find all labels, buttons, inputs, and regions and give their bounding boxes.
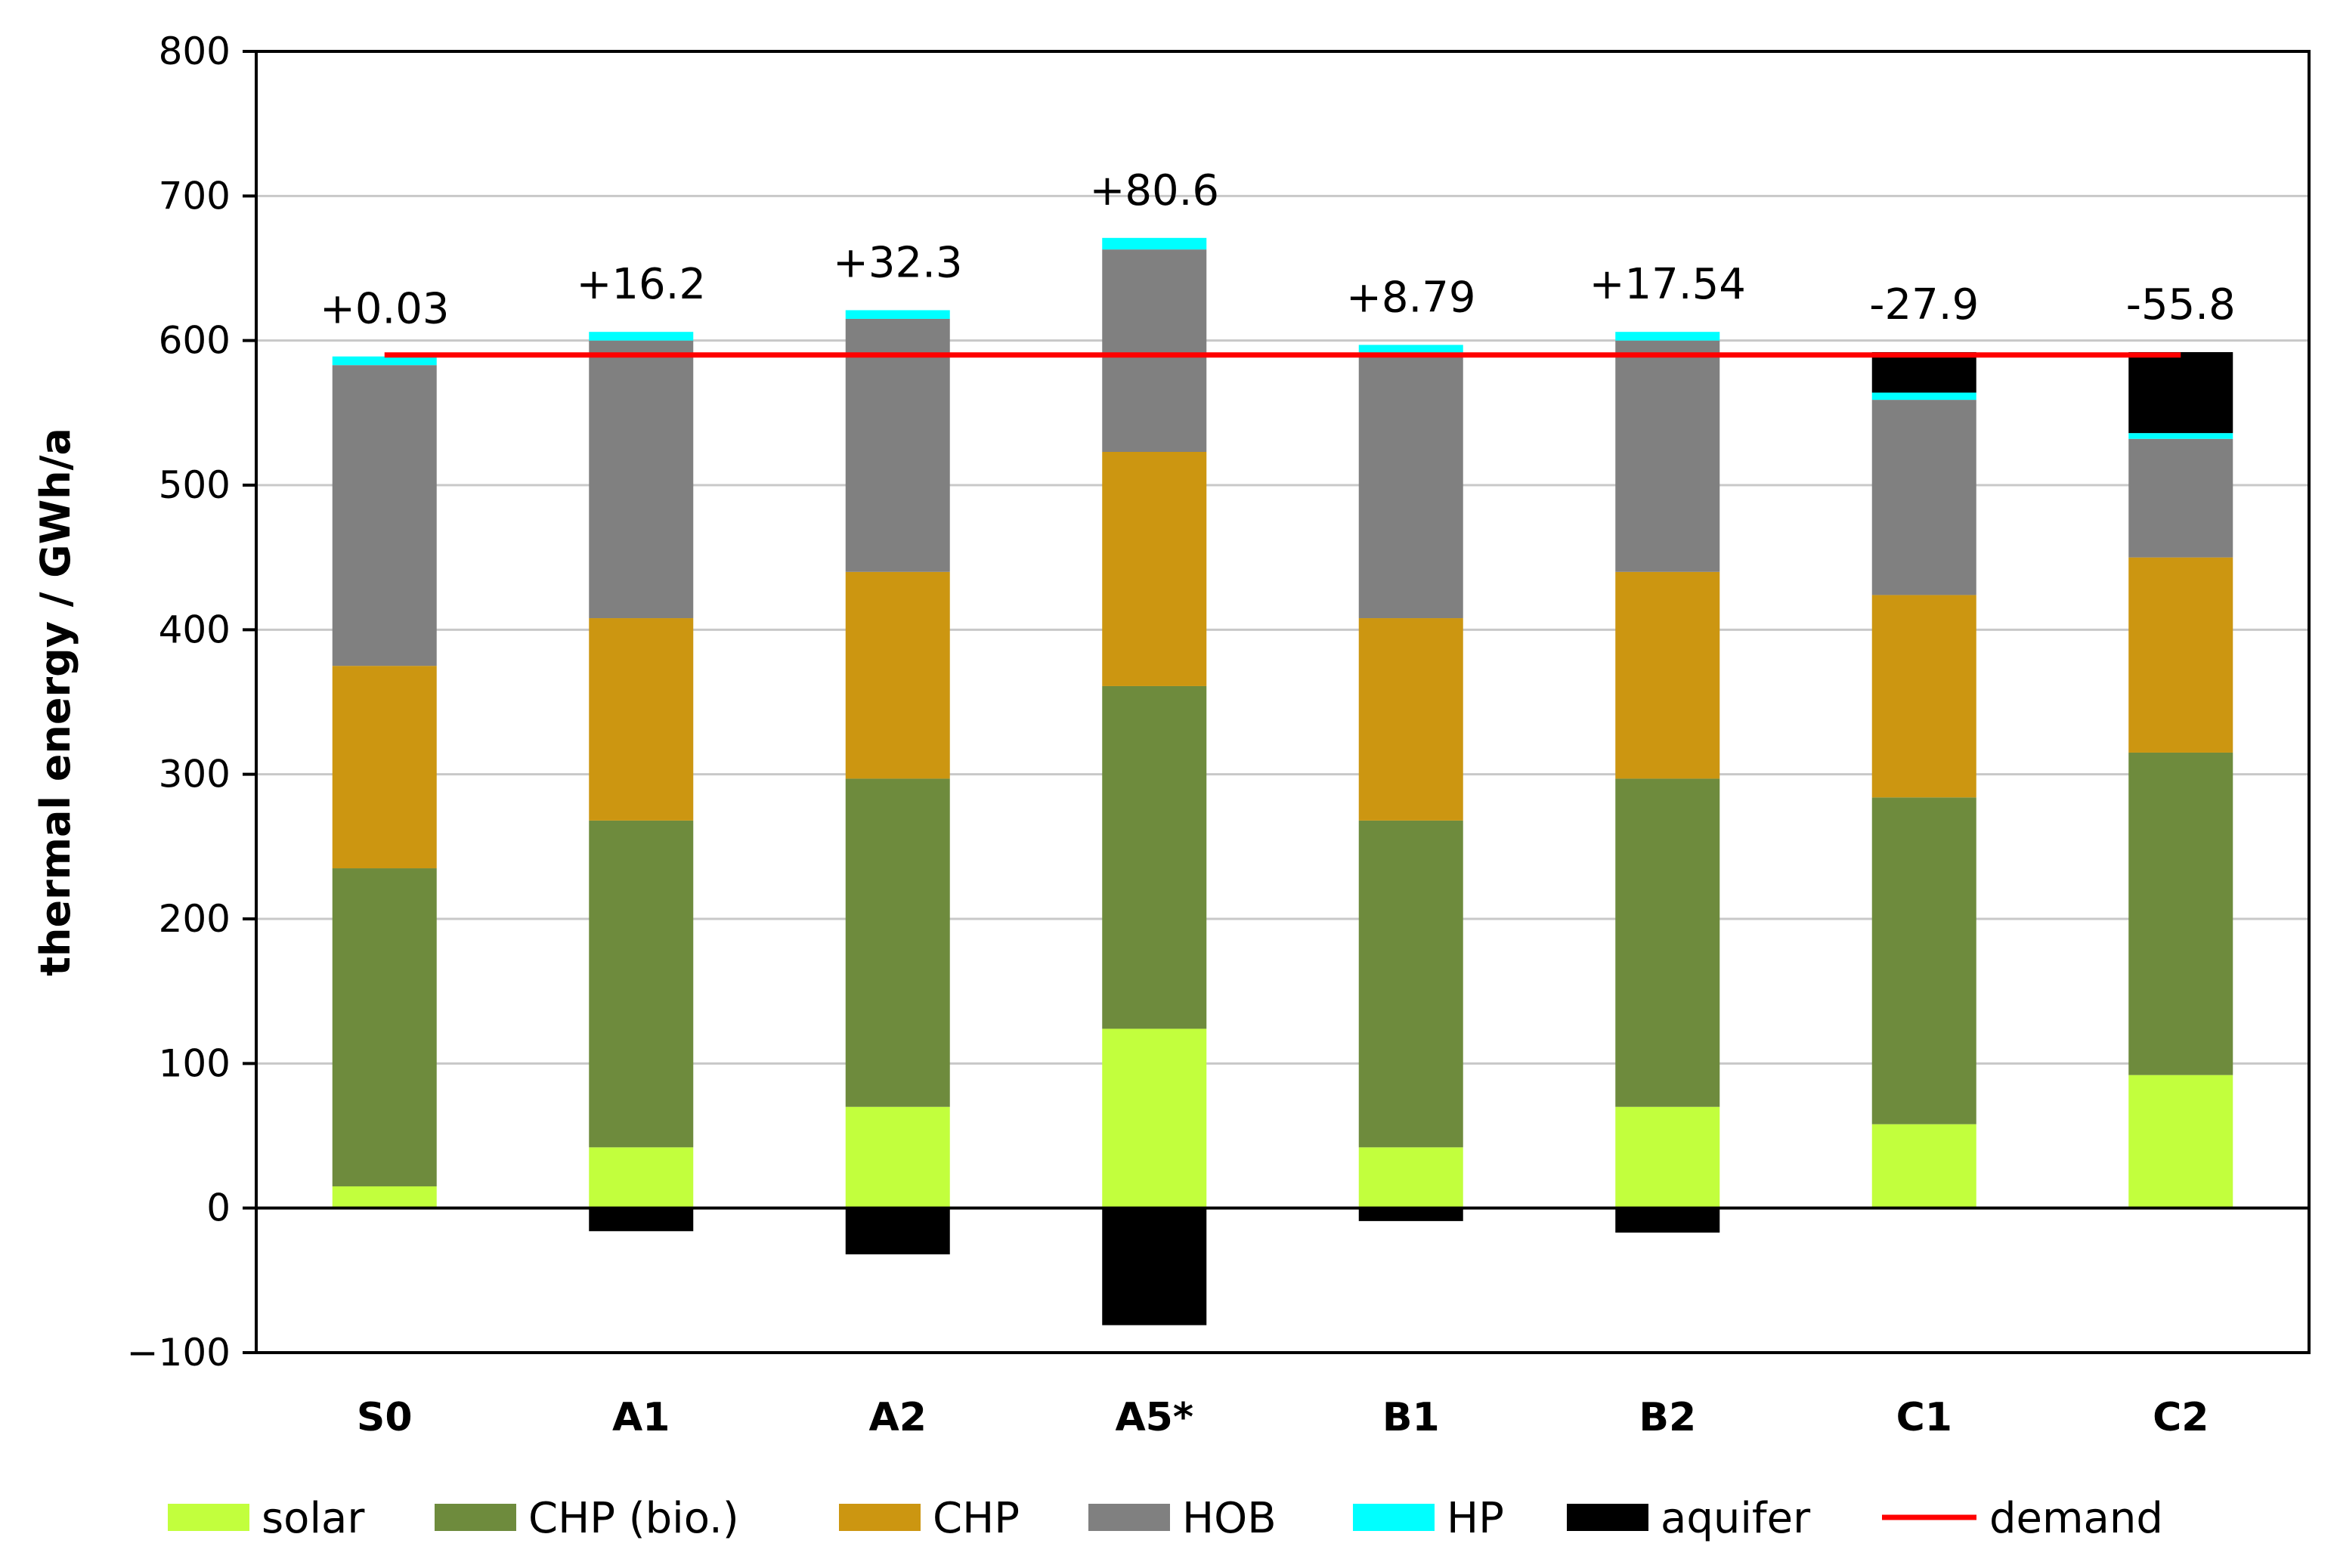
legend-label-aquifer: aquifer — [1661, 1494, 1811, 1543]
bar-segment-solar-a5star — [1102, 1028, 1207, 1208]
bar-segment-chp-c2 — [2128, 557, 2233, 753]
annotation-label: +0.03 — [320, 285, 450, 334]
bar-segment-chp-bio-a2 — [845, 778, 950, 1107]
annotation-label: +80.6 — [1089, 166, 1219, 215]
bar-segment-hp-a5star — [1102, 237, 1207, 250]
bar-segment-aquifer-a1 — [589, 1208, 694, 1232]
bar-segment-chp-a2 — [845, 571, 950, 779]
annotation-label: -27.9 — [1869, 280, 1979, 329]
bar-segment-hob-c2 — [2128, 438, 2233, 558]
legend-label-solar: solar — [262, 1494, 365, 1543]
x-category-label: A5* — [1115, 1395, 1193, 1440]
bar-segment-chp-s0 — [332, 666, 437, 869]
bar-segment-chp-bio-a5star — [1102, 685, 1207, 1029]
y-tick-label: 300 — [159, 753, 231, 796]
bar-segment-aquifer-b2 — [1615, 1208, 1720, 1233]
bar-segment-hob-c1 — [1871, 400, 1976, 595]
bar-segment-hp-b2 — [1615, 332, 1720, 341]
bar-segment-aquifer-b1 — [1358, 1208, 1463, 1221]
bar-segment-hp-c1 — [1871, 392, 1976, 401]
bar-segment-chp-b2 — [1615, 571, 1720, 779]
bar-segment-hp-c2 — [2128, 433, 2233, 439]
legend: solar CHP (bio.) CHP HOB HP aquifer demand — [168, 1494, 2163, 1543]
bar-segment-hp-b1 — [1358, 345, 1463, 354]
bar-segment-solar-b2 — [1615, 1106, 1720, 1208]
bar-annotations: +0.03 +16.2 +32.3 +80.6 +8.79 +17.54 -27.9 -55.… — [320, 166, 2236, 334]
legend-label-demand: demand — [1989, 1494, 2163, 1543]
x-axis-labels: S0 A1 A2 A5* B1 B2 C1 C2 — [357, 1395, 2209, 1440]
bar-segment-solar-c1 — [1871, 1124, 1976, 1208]
y-tick-label: 600 — [159, 319, 231, 363]
bar-segment-hob-b2 — [1615, 340, 1720, 572]
bar-segment-solar-s0 — [332, 1186, 437, 1208]
bar-segment-aquifer-c1 — [1871, 351, 1976, 393]
bar-segment-chp-bio-b1 — [1358, 820, 1463, 1148]
bar-segment-chp-bio-c1 — [1871, 797, 1976, 1124]
bar-segment-chp-b1 — [1358, 618, 1463, 821]
legend-swatch-aquifer — [1567, 1504, 1648, 1531]
bar-segment-solar-a1 — [589, 1147, 694, 1208]
bar-segment-solar-c2 — [2128, 1075, 2233, 1208]
annotation-label: +16.2 — [576, 260, 706, 309]
bar-segment-solar-b1 — [1358, 1147, 1463, 1208]
legend-label-chp-bio: CHP (bio.) — [528, 1494, 739, 1543]
bar-segment-chp-bio-b2 — [1615, 778, 1720, 1107]
y-tick-label: 100 — [159, 1041, 231, 1085]
annotation-label: -55.8 — [2126, 280, 2236, 329]
y-axis-ticks: −100 0 100 200 300 400 500 600 700 800 — [127, 29, 256, 1375]
bar-segment-hob-a2 — [845, 318, 950, 572]
y-tick-label: 400 — [159, 608, 231, 651]
bar-segment-chp-bio-a1 — [589, 820, 694, 1148]
x-category-label: A1 — [612, 1395, 670, 1440]
x-category-label: B1 — [1382, 1395, 1440, 1440]
annotation-label: +8.79 — [1346, 273, 1476, 322]
legend-swatch-hob — [1088, 1504, 1170, 1531]
bar-segment-hp-a2 — [845, 310, 950, 319]
bar-segment-chp-bio-s0 — [332, 868, 437, 1186]
legend-swatch-chp — [839, 1504, 921, 1531]
bar-segment-chp-c1 — [1871, 595, 1976, 798]
bar-segment-chp-a1 — [589, 618, 694, 821]
x-category-label: B2 — [1639, 1395, 1696, 1440]
x-category-label: C1 — [1896, 1395, 1952, 1440]
bar-segment-solar-a2 — [845, 1106, 950, 1208]
plot-frame — [255, 50, 2311, 1354]
annotation-label: +32.3 — [833, 238, 963, 287]
bar-segment-chp-a5star — [1102, 451, 1207, 686]
y-tick-label: 0 — [206, 1186, 231, 1230]
bar-segment-aquifer-c2 — [2128, 351, 2233, 434]
legend-label-hp: HP — [1447, 1494, 1504, 1543]
bar-segment-aquifer-a5star — [1102, 1208, 1207, 1325]
bar-segment-hp-s0 — [332, 356, 437, 366]
x-category-label: C2 — [2153, 1395, 2209, 1440]
legend-label-hob: HOB — [1182, 1494, 1277, 1543]
bar-segment-hob-a5star — [1102, 249, 1207, 452]
y-tick-label: 200 — [159, 897, 231, 941]
y-tick-label: 500 — [159, 463, 231, 507]
legend-swatch-hp — [1353, 1504, 1435, 1531]
bars — [332, 237, 2233, 1325]
bar-segment-aquifer-a2 — [845, 1208, 950, 1254]
x-category-label: S0 — [357, 1395, 413, 1440]
bar-segment-chp-bio-c2 — [2128, 752, 2233, 1075]
bar-segment-hob-b1 — [1358, 353, 1463, 619]
x-category-label: A2 — [869, 1395, 927, 1440]
legend-label-chp: CHP — [933, 1494, 1020, 1543]
bar-segment-hp-a1 — [589, 332, 694, 341]
y-tick-label: 700 — [159, 174, 231, 218]
y-tick-label: −100 — [127, 1331, 231, 1375]
bar-segment-hob-s0 — [332, 365, 437, 666]
y-tick-label: 800 — [159, 29, 231, 73]
legend-swatch-solar — [168, 1504, 249, 1531]
y-axis-title: thermal energy / GWh/a — [32, 428, 79, 976]
bar-segment-hob-a1 — [589, 340, 694, 619]
annotation-label: +17.54 — [1589, 260, 1746, 309]
legend-swatch-chp-bio — [435, 1504, 516, 1531]
